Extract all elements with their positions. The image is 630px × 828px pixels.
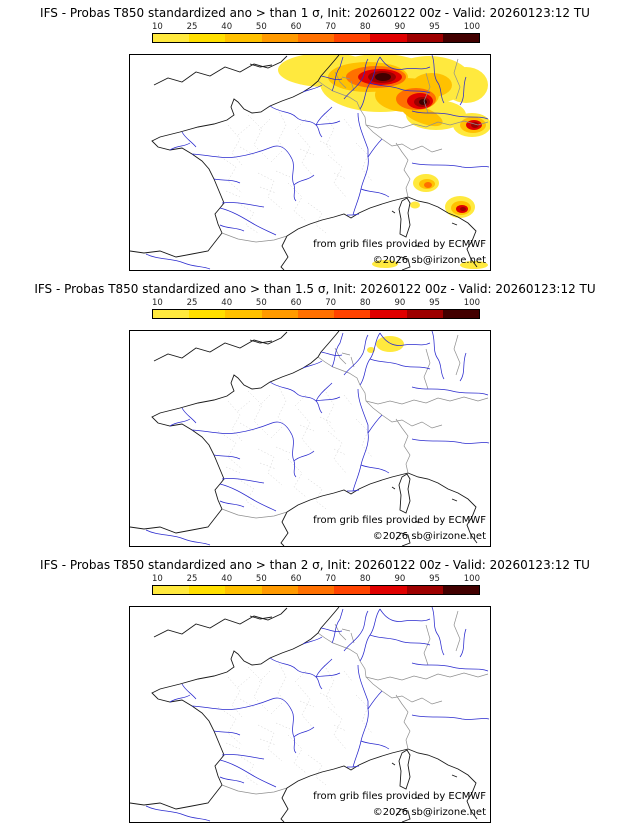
colorbar-tick: 70 xyxy=(325,574,337,584)
colorbar-block: 10 25 40 50 60 70 80 90 95 100 xyxy=(152,299,480,319)
colorbar-segment xyxy=(370,309,407,318)
colorbar-tick: 100 xyxy=(463,22,480,32)
colorbar-segment xyxy=(442,309,479,318)
colorbar-tick: 95 xyxy=(429,298,440,308)
colorbar-tick: 25 xyxy=(186,298,198,308)
colorbar-segment xyxy=(406,585,443,594)
colorbar-segment xyxy=(297,585,335,594)
colorbar-segment xyxy=(406,309,443,318)
colorbar-segment xyxy=(153,33,190,42)
colorbar-tick: 50 xyxy=(255,22,267,32)
colorbar xyxy=(152,308,480,319)
colorbar-tick: 40 xyxy=(221,22,233,32)
panel-title: IFS - Probas T850 standardized ano > tha… xyxy=(40,558,590,572)
map-frame: from grib files provided by ECMWF ©2026 … xyxy=(129,330,491,547)
anomaly-overlay xyxy=(367,336,404,353)
colorbar-segment xyxy=(225,33,262,42)
map-frame: from grib files provided by ECMWF ©2026 … xyxy=(129,54,491,271)
panel-sigma-1: IFS - Probas T850 standardized ano > tha… xyxy=(0,0,630,276)
colorbar-tick: 90 xyxy=(394,574,406,584)
colorbar-segment xyxy=(225,585,262,594)
colorbar-segment xyxy=(334,309,371,318)
colorbar-segment xyxy=(189,33,226,42)
colorbar xyxy=(152,32,480,43)
panel-title: IFS - Probas T850 standardized ano > tha… xyxy=(34,282,596,296)
colorbar-segment xyxy=(442,33,479,42)
colorbar-tick: 80 xyxy=(359,22,371,32)
attribution-copyright: ©2026 sb@irizone.net xyxy=(372,255,486,266)
colorbar-ticks: 10 25 40 50 60 70 80 90 95 100 xyxy=(152,23,480,33)
colorbar-tick: 10 xyxy=(152,574,163,584)
colorbar-tick: 50 xyxy=(255,298,267,308)
colorbar-tick: 40 xyxy=(221,574,233,584)
panel-sigma-2: IFS - Probas T850 standardized ano > tha… xyxy=(0,552,630,828)
colorbar-segment xyxy=(189,585,226,594)
colorbar-tick: 10 xyxy=(152,22,163,32)
colorbar-ticks: 10 25 40 50 60 70 80 90 95 100 xyxy=(152,575,480,585)
colorbar-tick: 60 xyxy=(290,574,302,584)
colorbar-tick: 95 xyxy=(429,22,440,32)
colorbar-tick: 25 xyxy=(186,574,198,584)
colorbar xyxy=(152,584,480,595)
colorbar-tick: 80 xyxy=(359,574,371,584)
colorbar-tick: 70 xyxy=(325,22,337,32)
colorbar-ticks: 10 25 40 50 60 70 80 90 95 100 xyxy=(152,299,480,309)
colorbar-tick: 90 xyxy=(394,22,406,32)
colorbar-tick: 50 xyxy=(255,574,267,584)
colorbar-segment xyxy=(370,33,407,42)
colorbar-segment xyxy=(334,585,371,594)
colorbar-segment xyxy=(370,585,407,594)
panel-sigma-1-5: IFS - Probas T850 standardized ano > tha… xyxy=(0,276,630,552)
france-map xyxy=(130,331,490,546)
colorbar-tick: 100 xyxy=(463,574,480,584)
colorbar-tick: 40 xyxy=(221,298,233,308)
colorbar-segment xyxy=(153,309,190,318)
colorbar-tick: 90 xyxy=(394,298,406,308)
colorbar-segment xyxy=(261,585,298,594)
colorbar-segment xyxy=(153,585,190,594)
colorbar-segment xyxy=(189,309,226,318)
colorbar-segment xyxy=(406,33,443,42)
colorbar-segment xyxy=(261,309,298,318)
colorbar-tick: 60 xyxy=(290,22,302,32)
colorbar-segment xyxy=(297,309,335,318)
colorbar-block: 10 25 40 50 60 70 80 90 95 100 xyxy=(152,575,480,595)
attribution-copyright: ©2026 sb@irizone.net xyxy=(372,531,486,542)
colorbar-tick: 80 xyxy=(359,298,371,308)
map-frame: from grib files provided by ECMWF ©2026 … xyxy=(129,606,491,823)
attribution-ecmwf: from grib files provided by ECMWF xyxy=(313,239,486,250)
colorbar-segment xyxy=(225,309,262,318)
attribution-ecmwf: from grib files provided by ECMWF xyxy=(313,515,486,526)
colorbar-tick: 70 xyxy=(325,298,337,308)
panel-title: IFS - Probas T850 standardized ano > tha… xyxy=(40,6,590,20)
attribution-ecmwf: from grib files provided by ECMWF xyxy=(313,791,486,802)
colorbar-tick: 60 xyxy=(290,298,302,308)
colorbar-block: 10 25 40 50 60 70 80 90 95 100 xyxy=(152,23,480,43)
france-map xyxy=(130,607,490,822)
colorbar-segment xyxy=(442,585,479,594)
anomaly-overlay xyxy=(278,55,490,269)
colorbar-segment xyxy=(261,33,298,42)
colorbar-segment xyxy=(297,33,335,42)
colorbar-tick: 100 xyxy=(463,298,480,308)
colorbar-segment xyxy=(334,33,371,42)
colorbar-tick: 10 xyxy=(152,298,163,308)
colorbar-tick: 95 xyxy=(429,574,440,584)
colorbar-tick: 25 xyxy=(186,22,198,32)
attribution-copyright: ©2026 sb@irizone.net xyxy=(372,807,486,818)
france-map xyxy=(130,55,490,270)
